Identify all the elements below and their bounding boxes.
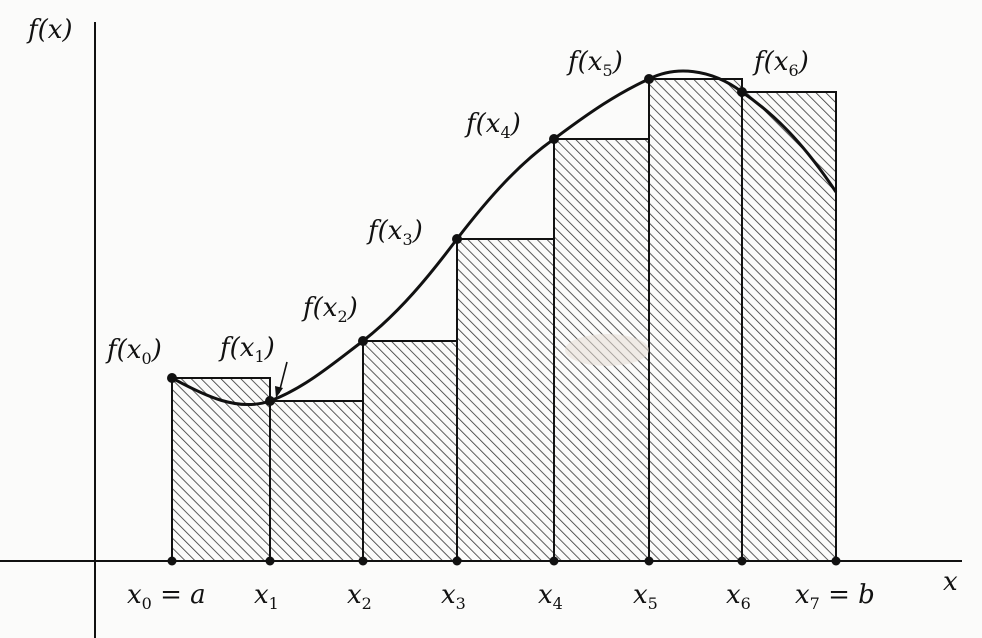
axis-point-x4 xyxy=(549,556,559,566)
label-f-x5: f(x5) xyxy=(566,47,623,80)
point-f-x1 xyxy=(265,396,275,406)
label-f-x4: f(x4) xyxy=(464,109,521,142)
point-f-x0 xyxy=(167,373,177,383)
axis-point-x5 xyxy=(644,556,654,566)
label-f-x0: f(x0) xyxy=(105,335,162,368)
point-f-x5 xyxy=(644,74,654,84)
axis-point-x3 xyxy=(452,556,462,566)
label-x7: x7 = b xyxy=(795,580,875,613)
label-x6: x6 xyxy=(726,580,751,613)
function-curve xyxy=(171,69,838,406)
axis-point-x7 xyxy=(831,556,841,566)
rectangle-1 xyxy=(171,377,271,562)
label-x0: x0 = a xyxy=(127,580,206,613)
axis-point-x1 xyxy=(265,556,275,566)
point-f-x3 xyxy=(452,234,462,244)
point-f-x4 xyxy=(549,134,559,144)
y-axis-label: f(x) xyxy=(26,15,73,45)
axis-point-x2 xyxy=(358,556,368,566)
label-f-x2: f(x2) xyxy=(301,293,358,326)
rectangle-6 xyxy=(648,78,743,562)
smudge-mark xyxy=(565,334,649,366)
axis-points xyxy=(167,556,841,566)
label-x4: x4 xyxy=(538,580,563,613)
rectangle-7 xyxy=(741,91,837,562)
label-f-x3: f(x3) xyxy=(366,216,423,249)
rectangle-4 xyxy=(456,238,555,562)
point-f-x6 xyxy=(737,87,747,97)
x-axis-label: x xyxy=(943,567,958,597)
rectangle-2 xyxy=(269,400,364,562)
label-x3: x3 xyxy=(441,580,466,613)
curve-points xyxy=(167,74,747,406)
axis-point-x0 xyxy=(167,556,177,566)
pointer-arrowhead-f-x1 xyxy=(275,386,283,398)
axis-point-x6 xyxy=(737,556,747,566)
label-x1: x1 xyxy=(254,580,279,613)
rectangles xyxy=(171,78,837,562)
point-f-x2 xyxy=(358,336,368,346)
label-f-x6: f(x6) xyxy=(752,47,809,80)
rectangle-3 xyxy=(362,340,458,562)
label-f-x1: f(x1) xyxy=(218,333,275,366)
label-x5: x5 xyxy=(633,580,658,613)
label-x2: x2 xyxy=(347,580,372,613)
